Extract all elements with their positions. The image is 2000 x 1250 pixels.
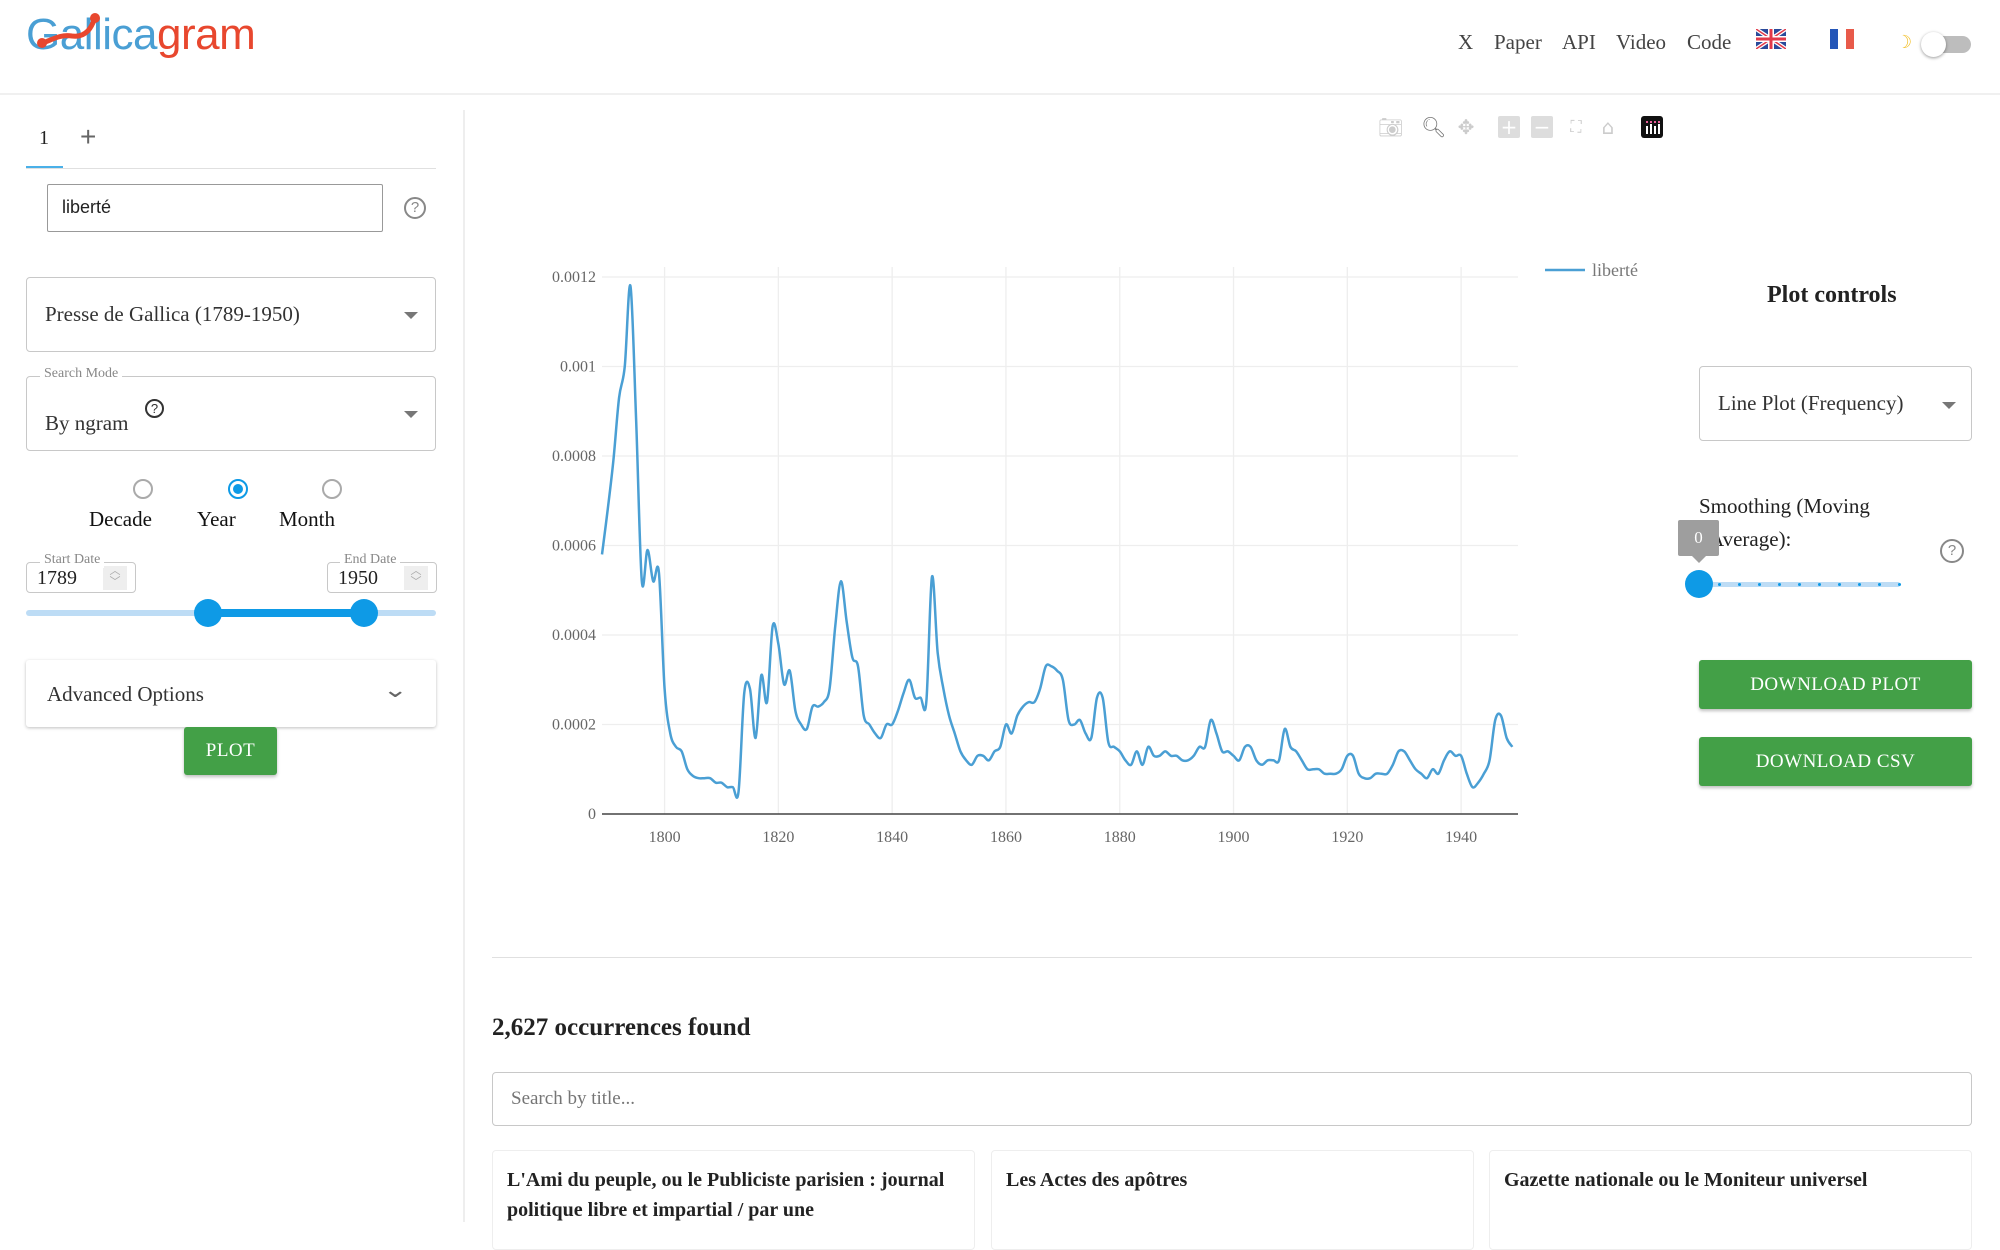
y-tick-label: 0.0006 (552, 538, 596, 555)
radio-decade-label: Decade (89, 507, 152, 531)
camera-icon[interactable]: 📷︎ (1378, 115, 1404, 139)
plotly-logo-icon[interactable] (1641, 116, 1663, 138)
smoothing-label-line2: Average): (1709, 527, 1792, 551)
autoscale-icon[interactable]: ⛶ (1570, 117, 1582, 136)
smoothing-help-icon[interactable]: ? (1940, 539, 1964, 563)
chevron-down-icon (404, 411, 418, 418)
slider-tick (1758, 583, 1761, 586)
x-tick-label: 1860 (990, 829, 1022, 846)
start-date-label: Start Date (40, 552, 105, 568)
slider-tick (1898, 583, 1901, 586)
query-input[interactable]: liberté (47, 184, 383, 232)
nav-link-code[interactable]: Code (1687, 30, 1732, 54)
slider-tick (1858, 583, 1861, 586)
smoothing-thumb[interactable] (1685, 570, 1713, 598)
slider-tick (1718, 583, 1721, 586)
end-date-label: End Date (340, 552, 401, 568)
date-range-fill (208, 609, 364, 617)
slider-tick (1818, 583, 1821, 586)
series-line (600, 284, 1514, 799)
stepper-icon[interactable]: ︿ ﹀ (404, 566, 428, 590)
active-tab-indicator (26, 166, 63, 169)
x-tick-label: 1900 (1218, 829, 1250, 846)
query-help-icon[interactable]: ? (404, 197, 426, 219)
chevron-down-icon (1942, 402, 1956, 409)
home-icon[interactable]: ⌂ (1601, 115, 1615, 139)
y-tick-label: 0.0008 (552, 448, 596, 465)
nav-link-api[interactable]: API (1562, 30, 1596, 54)
x-tick-label: 1940 (1445, 829, 1477, 846)
plot-type-select[interactable]: Line Plot (Frequency) (1699, 366, 1972, 441)
smoothing-label-line1: Smoothing (Moving (1699, 494, 1870, 518)
france-flag-icon[interactable] (1830, 29, 1854, 49)
y-tick-label: 0.0004 (552, 627, 596, 644)
x-tick-label: 1800 (649, 829, 681, 846)
y-tick-label: 0.0002 (552, 717, 596, 734)
stepper-icon[interactable]: ︿ ﹀ (103, 566, 127, 590)
sidebar-divider (463, 110, 465, 1222)
search-mode-select[interactable]: By ngram ? (26, 376, 436, 451)
zoom-icon[interactable]: 🔍︎ (1421, 115, 1447, 139)
tooltip-arrow (1692, 556, 1706, 563)
download-plot-button[interactable]: DOWNLOAD PLOT (1699, 660, 1972, 709)
slider-ticks (1699, 582, 1901, 587)
x-tick-label: 1820 (762, 829, 794, 846)
download-csv-button[interactable]: DOWNLOAD CSV (1699, 737, 1972, 786)
range-start-thumb[interactable] (194, 599, 222, 627)
smoothing-value-tooltip: 0 (1678, 520, 1719, 556)
x-tick-label: 1840 (876, 829, 908, 846)
slider-tick (1778, 583, 1781, 586)
legend-label: liberté (1592, 260, 1638, 280)
occurrences-count: 2,627 occurrences found (492, 1014, 751, 1041)
title-search-input[interactable] (492, 1072, 1972, 1126)
radio-year[interactable] (228, 479, 248, 499)
search-mode-help-icon[interactable]: ? (145, 399, 164, 418)
y-tick-label: 0.0012 (552, 269, 596, 286)
range-end-thumb[interactable] (350, 599, 378, 627)
pan-icon[interactable]: ✥ (1457, 115, 1475, 139)
uk-flag-icon[interactable] (1756, 29, 1786, 49)
logo-curve-icon (37, 13, 100, 48)
search-mode-label: Search Mode (40, 366, 123, 382)
slider-tick (1798, 583, 1801, 586)
frequency-line-chart[interactable]: 0 0.0002 0.0004 0.0006 0.0008 0.001 0.0012 1800… (520, 240, 1680, 860)
plot-controls-title: Plot controls (1767, 282, 1897, 308)
tab-1[interactable]: 1 (39, 127, 49, 149)
dark-mode-toggle[interactable] (1921, 32, 1971, 57)
gallicagram-logo[interactable]: Gallicagram (26, 10, 256, 59)
result-card[interactable]: Les Actes des apôtres (991, 1150, 1474, 1250)
plot-button[interactable]: PLOT (184, 727, 277, 775)
slider-tick (1738, 583, 1741, 586)
slider-tick (1878, 583, 1881, 586)
chevron-down-icon: ⌄ (382, 678, 409, 703)
radio-decade[interactable] (133, 479, 153, 499)
zoom-in-icon[interactable]: + (1498, 116, 1520, 138)
result-card[interactable]: Gazette nationale ou le Moniteur univers… (1489, 1150, 1972, 1250)
radio-month[interactable] (322, 479, 342, 499)
zoom-out-icon[interactable]: − (1531, 116, 1553, 138)
radio-month-label: Month (279, 507, 336, 531)
y-tick-label: 0.001 (560, 359, 596, 376)
nav-link-x[interactable]: X (1458, 30, 1474, 54)
tabs-divider (26, 168, 436, 169)
chevron-down-icon (404, 312, 418, 319)
radio-year-label: Year (197, 507, 236, 531)
nav-link-video[interactable]: Video (1616, 30, 1667, 54)
x-tick-label: 1880 (1104, 829, 1136, 846)
results-divider (492, 957, 1972, 958)
nav-link-paper[interactable]: Paper (1494, 30, 1542, 54)
header (0, 0, 2000, 95)
add-tab-button[interactable]: + (80, 121, 97, 152)
x-tick-label: 1920 (1331, 829, 1363, 846)
advanced-options-accordion[interactable]: Advanced Options ⌄ (26, 660, 436, 727)
slider-tick (1838, 583, 1841, 586)
y-tick-label: 0 (588, 806, 596, 823)
moon-icon: ☽ (1896, 32, 1913, 52)
result-card[interactable]: L'Ami du peuple, ou le Publiciste parisi… (492, 1150, 975, 1250)
corpus-select[interactable]: Presse de Gallica (1789-1950) (26, 277, 436, 352)
